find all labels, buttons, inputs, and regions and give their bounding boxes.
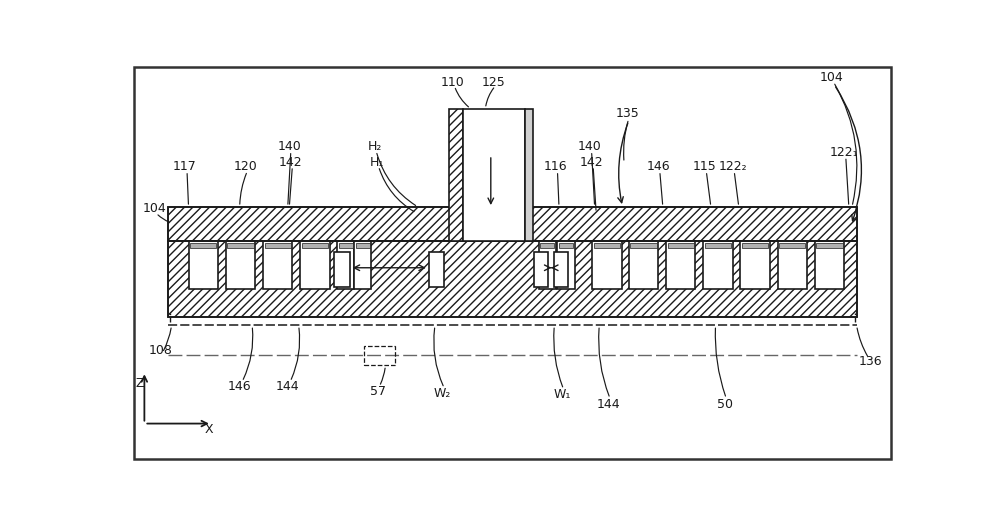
Text: 136: 136 <box>859 355 882 368</box>
Text: 120: 120 <box>233 160 257 173</box>
Text: 144: 144 <box>276 380 300 393</box>
Text: 140: 140 <box>578 140 602 153</box>
Bar <box>592 241 622 289</box>
Text: 146: 146 <box>228 380 252 393</box>
Bar <box>742 243 768 249</box>
Text: 142: 142 <box>580 156 603 169</box>
Bar <box>525 109 533 241</box>
Bar <box>364 346 395 365</box>
Bar <box>168 207 857 241</box>
Bar <box>337 241 354 289</box>
Bar <box>300 241 330 289</box>
Bar <box>779 243 805 249</box>
Bar <box>264 243 291 249</box>
Bar <box>463 109 525 241</box>
Bar <box>554 252 568 287</box>
Text: X: X <box>204 423 213 436</box>
Text: 146: 146 <box>646 160 670 173</box>
Bar <box>534 252 548 287</box>
Text: 104: 104 <box>143 203 166 216</box>
Bar <box>356 243 370 249</box>
Bar <box>559 243 573 249</box>
Text: 50: 50 <box>717 398 733 411</box>
Bar <box>449 109 463 241</box>
Bar <box>778 241 807 289</box>
Bar <box>190 243 216 249</box>
Bar <box>227 243 254 249</box>
Text: 142: 142 <box>279 156 303 169</box>
Bar <box>668 243 694 249</box>
Text: 125: 125 <box>481 76 505 89</box>
Bar <box>354 241 371 289</box>
Text: 135: 135 <box>615 107 639 120</box>
Bar <box>630 243 657 249</box>
Bar <box>629 241 658 289</box>
Bar <box>226 241 255 289</box>
Text: H₁: H₁ <box>370 156 384 169</box>
Text: 115: 115 <box>693 160 717 173</box>
Bar <box>339 243 353 249</box>
Bar <box>189 241 218 289</box>
Bar <box>334 252 350 287</box>
Text: 57: 57 <box>370 385 386 398</box>
Bar <box>557 241 575 289</box>
Bar <box>740 241 770 289</box>
Bar <box>816 243 843 249</box>
Bar <box>666 241 695 289</box>
Bar <box>263 241 292 289</box>
Text: W₁: W₁ <box>553 388 571 401</box>
Bar <box>168 241 857 317</box>
Text: 140: 140 <box>277 140 301 153</box>
Text: 104: 104 <box>820 71 844 84</box>
Bar <box>703 241 733 289</box>
Bar <box>168 241 857 317</box>
Text: W₂: W₂ <box>434 387 451 400</box>
Bar <box>540 243 554 249</box>
Bar <box>168 207 857 241</box>
Text: H₂: H₂ <box>367 140 382 153</box>
Bar <box>705 243 731 249</box>
Bar <box>302 243 328 249</box>
Bar <box>815 241 844 289</box>
Text: Z: Z <box>135 377 144 390</box>
Text: 117: 117 <box>173 160 197 173</box>
Bar <box>594 243 620 249</box>
Text: 144: 144 <box>597 398 620 411</box>
Bar <box>429 252 444 287</box>
Text: 122₁: 122₁ <box>830 146 859 159</box>
Text: 122₂: 122₂ <box>718 160 747 173</box>
Text: 108: 108 <box>149 344 173 357</box>
Bar <box>539 241 556 289</box>
Text: 116: 116 <box>543 160 567 173</box>
Text: 110: 110 <box>440 76 464 89</box>
